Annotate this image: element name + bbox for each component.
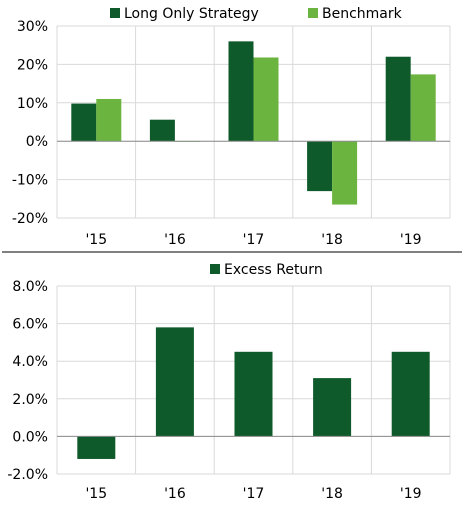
- y-tick-label: 0.0%: [12, 429, 48, 445]
- legend-label-benchmark: Benchmark: [322, 6, 403, 22]
- legend-swatch-benchmark: [308, 8, 318, 18]
- bar-benchmark-15: [96, 98, 122, 142]
- x-tick-label: '17: [243, 232, 265, 248]
- y-tick-label: 2.0%: [12, 392, 48, 408]
- y-tick-label: 30%: [17, 19, 48, 35]
- bar-long-only-strategy-17: [228, 41, 254, 142]
- x-tick-label: '19: [400, 232, 422, 248]
- y-tick-label: -20%: [12, 211, 48, 227]
- bar-long-only-strategy-16: [149, 119, 175, 142]
- x-tick-label: '16: [164, 232, 186, 248]
- x-tick-label: '19: [400, 486, 422, 502]
- top-chart: 30% 20% 10% 0% -10% -20% '15 '16 '17 '18 '19 Long O…: [12, 6, 451, 248]
- x-tick-label: '17: [243, 486, 265, 502]
- y-tick-label: 6.0%: [12, 317, 48, 333]
- bar-excess-return-19: [391, 351, 430, 437]
- bar-long-only-strategy-18: [307, 141, 333, 192]
- bar-excess-return-16: [155, 327, 194, 437]
- y-tick-label: 4.0%: [12, 354, 48, 370]
- y-tick-label: -2.0%: [7, 467, 48, 483]
- y-tick-label: 20%: [17, 57, 48, 73]
- legend-label-long-only-strategy: Long Only Strategy: [124, 6, 259, 22]
- bar-excess-return-18: [313, 378, 352, 437]
- y-tick-label: 0%: [26, 134, 48, 150]
- x-tick-label: '15: [85, 232, 107, 248]
- bottom-chart: 8.0% 6.0% 4.0% 2.0% 0.0% -2.0% '15 '16 '17 '18 '19…: [7, 262, 451, 502]
- x-tick-label: '16: [164, 486, 186, 502]
- bar-excess-return-15: [77, 436, 116, 459]
- bar-excess-return-17: [234, 351, 273, 437]
- y-tick-label: 10%: [17, 96, 48, 112]
- y-tick-label: 8.0%: [12, 279, 48, 295]
- legend-swatch-long-only-strategy: [110, 8, 120, 18]
- bar-benchmark-19: [410, 74, 436, 142]
- bar-benchmark-17: [253, 57, 279, 142]
- bar-long-only-strategy-19: [385, 56, 411, 142]
- y-tick-label: -10%: [12, 173, 48, 189]
- bar-long-only-strategy-15: [71, 103, 97, 142]
- bar-benchmark-18: [332, 141, 358, 205]
- legend-label-excess-return: Excess Return: [224, 262, 323, 278]
- x-tick-label: '15: [85, 486, 107, 502]
- legend-swatch-excess-return: [210, 264, 220, 274]
- x-tick-label: '18: [321, 486, 343, 502]
- x-tick-label: '18: [321, 232, 343, 248]
